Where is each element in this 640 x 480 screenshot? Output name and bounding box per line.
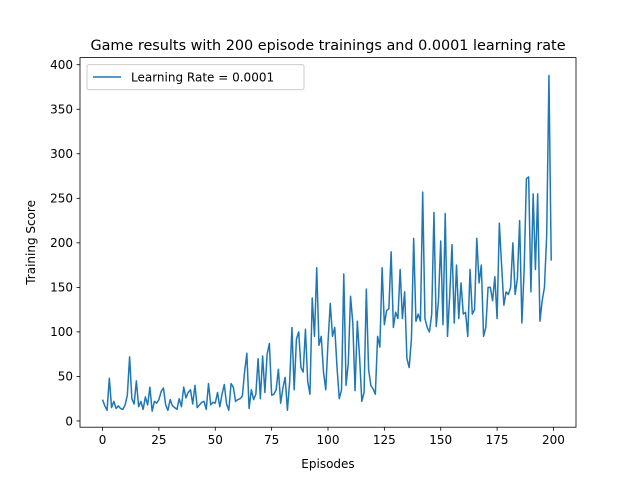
- y-tick-label: 350: [50, 103, 73, 117]
- y-tick-label: 250: [50, 192, 73, 206]
- y-tick-label: 150: [50, 281, 73, 295]
- plot-lines: [101, 74, 552, 412]
- x-tick-label: 0: [99, 433, 107, 447]
- x-tick-label: 75: [264, 433, 279, 447]
- x-tick-label: 200: [542, 433, 565, 447]
- legend-entry-label: Learning Rate = 0.0001: [131, 70, 274, 84]
- x-axis-label: Episodes: [301, 457, 354, 471]
- series-line-0: [101, 74, 552, 412]
- x-tick-label: 50: [208, 433, 223, 447]
- y-axis-ticks: 0 50 100 150 200 250 300 350 400: [50, 58, 80, 428]
- chart-title: Game results with 200 episode trainings …: [90, 38, 565, 54]
- x-tick-label: 25: [151, 433, 166, 447]
- x-tick-label: 100: [317, 433, 340, 447]
- legend: Learning Rate = 0.0001: [86, 64, 305, 91]
- y-tick-label: 50: [58, 370, 73, 384]
- y-tick-label: 0: [65, 414, 73, 428]
- y-tick-label: 100: [50, 325, 73, 339]
- x-axis-ticks: 0 25 50 75 100 125 150 175 200: [99, 427, 565, 447]
- legend-box: [86, 64, 305, 91]
- y-tick-label: 200: [50, 236, 73, 250]
- y-axis-label: Training Score: [24, 200, 38, 286]
- x-tick-label: 150: [429, 433, 452, 447]
- y-tick-label: 400: [50, 58, 73, 72]
- x-tick-label: 125: [373, 433, 396, 447]
- x-tick-label: 175: [486, 433, 509, 447]
- y-tick-label: 300: [50, 147, 73, 161]
